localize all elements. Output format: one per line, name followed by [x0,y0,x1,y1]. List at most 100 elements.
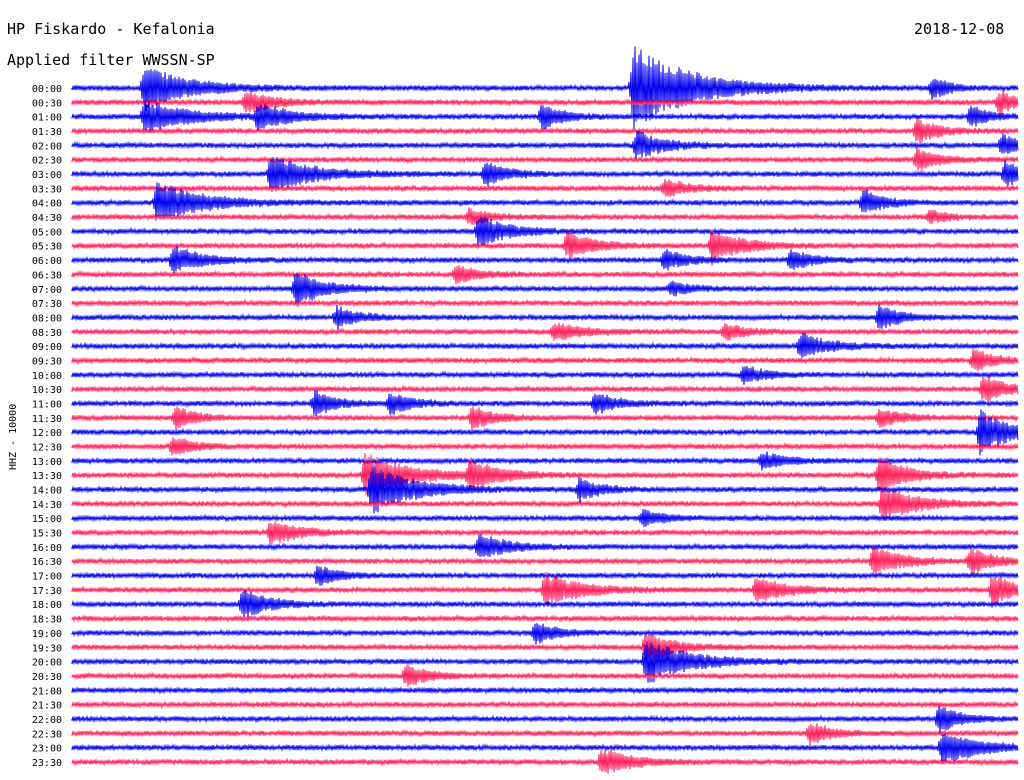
row-time-label: 21:30 [32,701,62,712]
trace-line [71,156,1019,192]
trace-line [71,349,1019,372]
filter-label: Applied filter WWSSN-SP [7,51,215,69]
trace-line [71,146,1019,171]
row-time-label: 05:30 [32,242,62,253]
trace-line [71,130,1019,159]
trace-line [71,246,1019,273]
trace-line [71,521,1019,544]
trace-line [71,634,1019,660]
trace-line [71,546,1019,576]
row-time-label: 06:00 [32,256,62,267]
trace-line [71,375,1019,403]
row-time-label: 04:00 [32,199,62,210]
trace-line [71,298,1019,308]
trace-line [71,749,1019,774]
row-time-label: 03:00 [32,170,62,181]
row-time-label: 10:00 [32,371,62,382]
row-time-labels: 00:00 00:30 01:00 01:30 02:00 02:30 03:00 03:30… [32,84,62,769]
trace-line [71,565,1019,587]
row-time-label: 13:30 [32,471,62,482]
trace-line [71,700,1019,710]
row-time-label: 03:30 [32,184,62,195]
row-time-label: 05:00 [32,227,62,238]
trace-line [71,332,1019,358]
row-time-label: 14:30 [32,500,62,511]
trace-line [71,100,1019,132]
row-time-label: 11:00 [32,399,62,410]
trace-line [71,664,1019,687]
trace-line [71,230,1019,266]
trace-line [71,641,1019,683]
row-time-label: 12:30 [32,443,62,454]
trace-line [71,705,1019,734]
row-time-label: 13:00 [32,457,62,468]
row-time-label: 01:30 [32,127,62,138]
row-time-label: 18:00 [32,600,62,611]
trace-line [71,451,1019,471]
row-time-label: 02:30 [32,156,62,167]
row-time-label: 23:30 [32,758,62,769]
row-time-label: 00:00 [32,84,62,95]
row-time-label: 02:00 [32,141,62,152]
row-time-label: 12:00 [32,428,62,439]
row-time-label: 23:00 [32,744,62,755]
row-time-label: 16:00 [32,543,62,554]
trace-line [71,179,1019,197]
trace-line [71,509,1019,527]
trace-line [71,322,1019,341]
row-time-label: 22:00 [32,715,62,726]
trace-line [71,437,1019,456]
row-time-label: 10:30 [32,385,62,396]
trace-line [71,366,1019,385]
row-time-label: 16:30 [32,557,62,568]
trace-line [71,304,1019,330]
trace-line [71,733,1019,764]
row-time-label: 17:30 [32,586,62,597]
row-time-label: 11:30 [32,414,62,425]
trace-line [71,723,1019,746]
row-time-label: 04:30 [32,213,62,224]
row-time-label: 17:00 [32,572,62,583]
row-time-label: 15:00 [32,514,62,525]
row-time-label: 20:30 [32,672,62,683]
row-time-label: 18:30 [32,615,62,626]
trace-line [71,452,1019,497]
trace-line [71,272,1019,307]
station-title: HP Fiskardo - Kefalonia [7,20,215,38]
trace-line [71,685,1019,695]
y-axis-label: HHZ - 10000 [8,404,19,470]
trace-line [71,207,1019,226]
trace-line [71,572,1019,607]
trace-line [71,390,1019,417]
row-time-label: 06:30 [32,270,62,281]
trace-line [71,534,1019,558]
trace-line [71,217,1019,247]
row-time-label: 09:00 [32,342,62,353]
trace-line [71,265,1019,285]
row-time-label: 01:00 [32,113,62,124]
trace-line [71,118,1019,143]
row-time-label: 15:30 [32,529,62,540]
trace-line [71,466,1019,514]
trace-line [71,409,1019,456]
trace-line [71,489,1019,521]
plot-date: 2018-12-08 [914,20,1005,38]
row-time-label: 22:30 [32,729,62,740]
trace-line [71,90,1019,116]
row-time-label: 07:30 [32,299,62,310]
row-time-label: 19:30 [32,643,62,654]
trace-line [71,614,1019,624]
row-time-label: 14:00 [32,486,62,497]
trace-line [71,406,1019,431]
row-time-label: 07:00 [32,285,62,296]
row-time-label: 19:00 [32,629,62,640]
row-time-label: 08:00 [32,313,62,324]
trace-group [71,46,1019,774]
row-time-label: 00:30 [32,98,62,109]
trace-line [71,589,1019,618]
trace-line [71,46,1019,129]
row-time-label: 09:30 [32,356,62,367]
trace-line [71,622,1019,645]
row-time-label: 08:30 [32,328,62,339]
